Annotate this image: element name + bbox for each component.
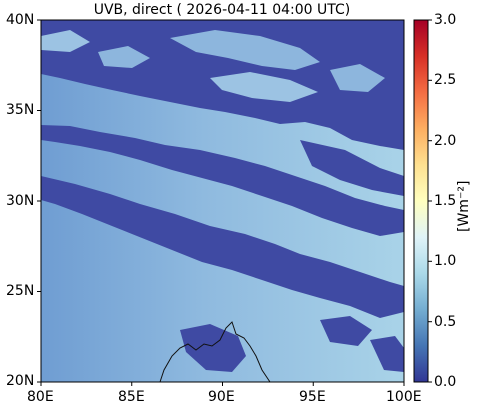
cloud-band-main-diagonal — [41, 176, 404, 318]
lat-tick-label: 35N — [6, 102, 35, 118]
clear-patch — [41, 30, 90, 52]
map-title: UVB, direct ( 2026-04-11 04:00 UTC) — [93, 2, 351, 18]
colorbar-unit-label: [Wm⁻²] — [456, 180, 472, 232]
colorbar-ticks — [428, 19, 432, 383]
colorbar-tick-label: 0.5 — [434, 314, 457, 330]
colorbar-tick-label: 1.0 — [434, 253, 457, 269]
clear-patch — [210, 72, 318, 102]
lat-tick-label: 25N — [6, 283, 35, 299]
cloud-band-upper-diagonal — [41, 125, 404, 236]
colorbar-tick-label: 0.0 — [434, 374, 457, 390]
map-ticks — [37, 19, 405, 386]
colorbar-tick-label: 2.0 — [434, 133, 457, 149]
coastline — [159, 321, 271, 382]
cloud-patch — [320, 316, 372, 346]
lon-tick-label: 80E — [27, 389, 54, 405]
lon-tick-label: 90E — [208, 389, 235, 405]
colorbar-tick-label: 3.0 — [434, 12, 457, 28]
lat-tick-label: 40N — [6, 12, 35, 28]
lat-tick-label: 30N — [6, 193, 35, 209]
lon-tick-label: 100E — [386, 389, 422, 405]
lat-tick-label: 20N — [6, 373, 35, 389]
lon-tick-label: 95E — [299, 389, 326, 405]
clear-patch — [330, 64, 385, 92]
colorbar — [413, 19, 429, 383]
clear-patch — [98, 46, 150, 68]
colorbar-tick-label: 2.5 — [434, 72, 457, 88]
cloud-patch — [300, 140, 404, 196]
colorbar-tick-label: 1.5 — [434, 193, 457, 209]
clear-patch — [170, 30, 320, 70]
lon-tick-label: 85E — [118, 389, 145, 405]
cloud-patch — [180, 324, 246, 372]
cloud-patch — [370, 336, 404, 372]
